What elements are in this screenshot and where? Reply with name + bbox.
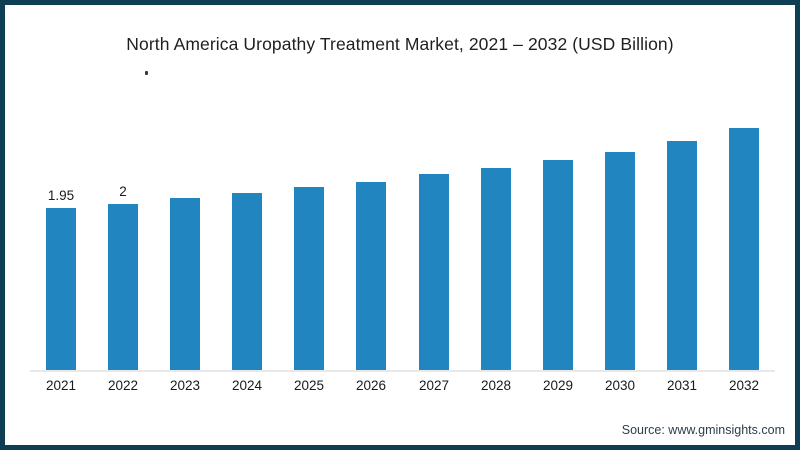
x-axis-label-2028: 2028 [480,378,512,393]
bar-2032 [729,128,759,370]
bar-2031 [667,141,697,370]
bar-2027 [419,174,449,370]
bar-value-label-2022: 2 [119,184,127,199]
x-axis-label-2029: 2029 [542,378,574,393]
bar-2025 [294,187,324,370]
x-axis-label-2031: 2031 [666,378,698,393]
bar-chart-plot: 1.95 2021 2 2022 2023 2024 2025 2026 2027 2028 202… [30,100,775,393]
bar-2022 [108,204,138,370]
bar-2030 [605,152,635,370]
source-credit: Source: www.gminsights.com [621,423,785,437]
bar-2023 [170,198,200,370]
x-axis-label-2022: 2022 [107,378,139,393]
x-axis-label-2025: 2025 [293,378,325,393]
x-axis-label-2026: 2026 [355,378,387,393]
x-axis-label-2027: 2027 [418,378,450,393]
bar-2026 [356,182,386,370]
x-axis-label-2023: 2023 [169,378,201,393]
bar-2024 [232,193,262,370]
bar-value-label-2021: 1.95 [47,188,75,203]
bar-2029 [543,160,573,370]
x-axis-label-2021: 2021 [45,378,77,393]
x-axis-label-2030: 2030 [604,378,636,393]
bar-2028 [481,168,511,370]
bar-2021 [46,208,76,370]
stray-dot [145,71,148,75]
chart-title: North America Uropathy Treatment Market,… [126,34,674,54]
x-axis-label-2032: 2032 [728,378,760,393]
x-axis-label-2024: 2024 [231,378,263,393]
